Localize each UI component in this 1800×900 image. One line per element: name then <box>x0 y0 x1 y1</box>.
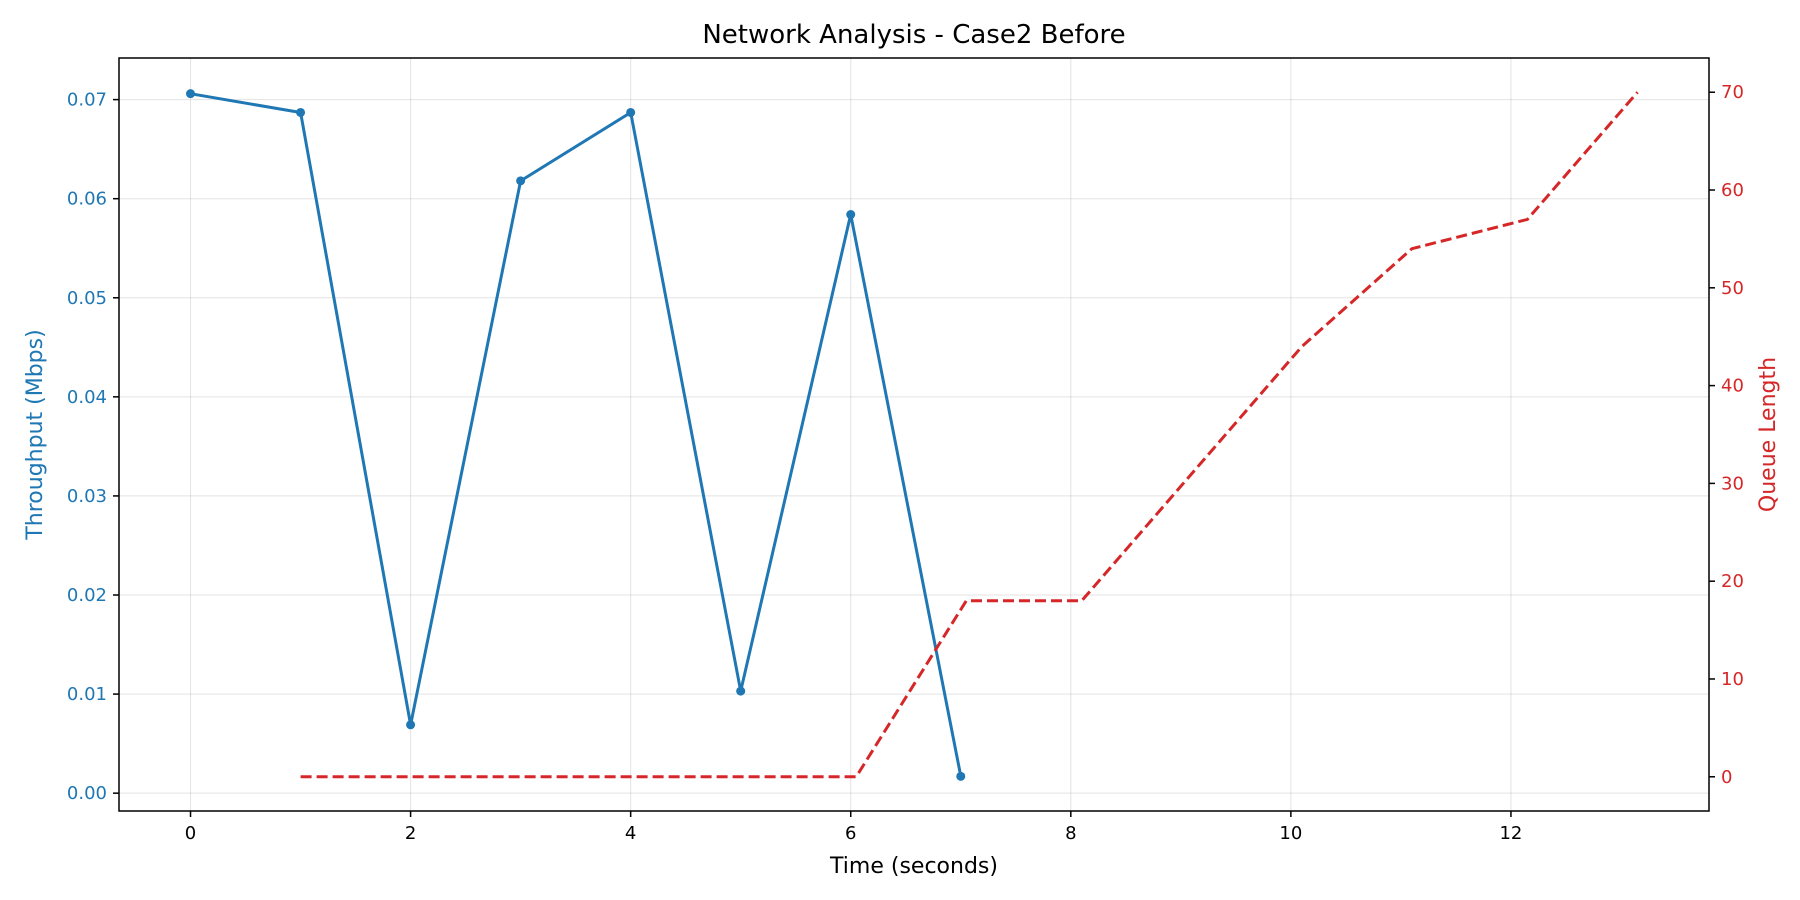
throughput-point <box>186 89 196 99</box>
y-left-tick-label: 0.02 <box>67 585 107 606</box>
y-right-tick-label: 40 <box>1721 376 1744 397</box>
throughput-point <box>516 176 526 186</box>
y-axis-right: 0 10 20 30 40 50 60 70 <box>1709 82 1744 788</box>
x-tick-label: 2 <box>405 823 416 844</box>
y-left-tick-label: 0.04 <box>67 387 107 408</box>
throughput-point <box>626 107 636 117</box>
x-tick-label: 12 <box>1499 823 1522 844</box>
x-tick-label: 6 <box>845 823 856 844</box>
throughput-point <box>736 686 746 696</box>
throughput-line <box>190 92 963 777</box>
plot-frame <box>118 57 1710 812</box>
x-axis: 0 2 4 6 8 10 12 <box>185 811 1522 844</box>
x-tick-label: 8 <box>1065 823 1076 844</box>
x-tick-label: 4 <box>625 823 636 844</box>
y-left-tick-label: 0.06 <box>67 189 107 210</box>
throughput-point <box>406 720 416 730</box>
y-right-tick-label: 70 <box>1721 82 1744 103</box>
y-right-tick-label: 30 <box>1721 473 1744 494</box>
y-left-tick-label: 0.03 <box>67 486 107 507</box>
series-layer <box>186 89 1639 781</box>
y-left-tick-label: 0.05 <box>67 288 107 309</box>
y-axis-left-label: Throughput (Mbps) <box>23 329 48 540</box>
throughput-point <box>846 210 856 220</box>
x-axis-label: Time (seconds) <box>829 854 998 879</box>
y-right-tick-label: 50 <box>1721 278 1744 299</box>
x-tick-label: 10 <box>1279 823 1302 844</box>
y-right-tick-label: 10 <box>1721 669 1744 690</box>
y-right-tick-label: 20 <box>1721 571 1744 592</box>
throughput-point <box>296 107 306 117</box>
y-left-tick-label: 0.00 <box>67 783 107 804</box>
chart-title: Network Analysis - Case2 Before <box>702 20 1125 50</box>
y-left-tick-label: 0.01 <box>67 684 107 705</box>
x-tick-label: 0 <box>185 823 196 844</box>
y-right-tick-label: 60 <box>1721 180 1744 201</box>
queue-length-line <box>300 91 1639 779</box>
y-axis-right-label: Queue Length <box>1756 357 1781 512</box>
throughput-point <box>956 771 966 781</box>
grid <box>119 58 1709 811</box>
y-axis-left: 0.00 0.01 0.02 0.03 0.04 0.05 0.06 0.07 <box>67 90 119 804</box>
y-left-tick-label: 0.07 <box>67 90 107 111</box>
y-right-tick-label: 0 <box>1721 767 1732 788</box>
